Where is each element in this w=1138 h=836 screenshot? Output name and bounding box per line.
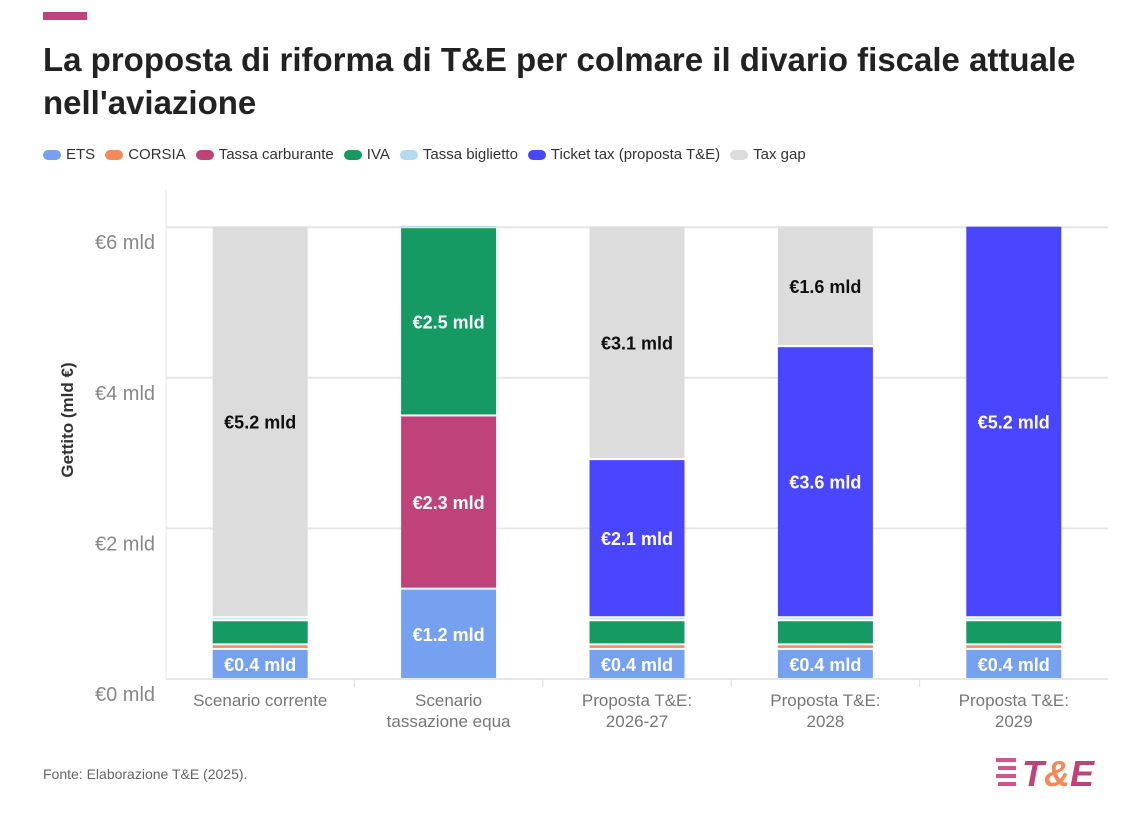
bar-segment	[212, 645, 308, 648]
x-tick-label: 2028	[806, 712, 844, 731]
bar-segment	[966, 649, 1062, 678]
legend-label: Tassa biglietto	[422, 146, 518, 163]
bar-segment	[589, 649, 685, 678]
bar-segment	[212, 618, 308, 620]
bar-segment	[966, 226, 1062, 617]
data-label: €2.3 mld	[413, 493, 485, 513]
legend-swatch	[105, 149, 124, 160]
bar-segment	[966, 618, 1062, 620]
legend-swatch	[527, 149, 546, 160]
legend-label: IVA	[366, 146, 390, 163]
source-note: Fonte: Elaborazione T&E (2025).	[43, 766, 248, 782]
bar-segment	[212, 226, 308, 617]
bar-segment	[589, 460, 685, 617]
x-tick-label: 2029	[995, 712, 1033, 731]
bar-segment	[777, 645, 873, 648]
legend-label: Tax gap	[753, 146, 806, 163]
legend-swatch	[343, 149, 362, 160]
accent-bar	[43, 12, 87, 20]
chart-title: La proposta di riforma di T&E per colmar…	[43, 41, 1076, 121]
bar-segment	[589, 621, 685, 644]
legend-label: ETS	[66, 146, 96, 163]
legend-item: Tassa biglietto	[399, 146, 518, 163]
y-tick-label: €2 mld	[95, 533, 155, 555]
bar-segment	[966, 645, 1062, 648]
bar-segment	[401, 589, 497, 678]
y-tick-label: €4 mld	[95, 383, 155, 405]
legend-item: IVA	[343, 146, 390, 163]
bar-segment	[589, 645, 685, 648]
bar-segment	[401, 416, 497, 588]
legend-item: Tax gap	[730, 146, 806, 163]
bar-segment	[777, 621, 873, 644]
x-tick-label: tassazione equa	[387, 712, 511, 731]
bar-segment	[589, 618, 685, 620]
data-label: €2.1 mld	[601, 529, 673, 549]
x-tick-label: Scenario corrente	[193, 691, 327, 710]
bar-segment	[589, 226, 685, 459]
legend-item: CORSIA	[105, 146, 186, 163]
bar-segment	[401, 225, 497, 227]
legend-label: Ticket tax (proposta T&E)	[550, 146, 721, 163]
x-tick-label: Scenario	[415, 691, 482, 710]
data-label: €2.5 mld	[413, 312, 485, 332]
data-label: €1.6 mld	[789, 277, 861, 297]
bar-segment	[212, 649, 308, 678]
x-tick-label: Proposta T&E:	[770, 691, 880, 710]
data-label: €0.4 mld	[224, 655, 296, 675]
data-label: €0.4 mld	[601, 655, 673, 675]
data-label: €1.2 mld	[413, 625, 485, 645]
data-label: €0.4 mld	[789, 655, 861, 675]
legend-item: ETS	[43, 146, 95, 163]
legend-label: CORSIA	[128, 146, 186, 163]
legend-swatch	[399, 149, 418, 160]
legend-swatch	[730, 149, 749, 160]
bar-segment	[777, 226, 873, 346]
bar-segment	[777, 618, 873, 620]
data-label: €5.2 mld	[224, 412, 296, 432]
bar-segment	[401, 228, 497, 415]
legend-swatch	[43, 149, 61, 160]
y-tick-label: €6 mld	[95, 232, 155, 254]
y-tick-label: €0 mld	[95, 684, 155, 706]
x-tick-label: Proposta T&E:	[582, 691, 692, 710]
legend-swatch	[195, 149, 214, 160]
legend-item: Tassa carburante	[195, 146, 334, 163]
bar-segment	[212, 621, 308, 644]
x-tick-label: 2026-27	[606, 712, 668, 731]
data-label: €0.4 mld	[978, 655, 1050, 675]
x-tick-label: Proposta T&E:	[959, 691, 1069, 710]
bar-segment	[777, 649, 873, 678]
legend-item: Ticket tax (proposta T&E)	[527, 146, 721, 163]
legend: ETS CORSIA Tassa carburante IVA Tassa biglie…	[43, 146, 806, 163]
y-axis-label: Gettito (mld €)	[58, 362, 77, 477]
bar-segment	[777, 347, 873, 617]
data-label: €3.1 mld	[601, 333, 673, 353]
bar-segment	[966, 621, 1062, 644]
data-label: €5.2 mld	[978, 412, 1050, 432]
data-label: €3.6 mld	[789, 473, 861, 493]
legend-label: Tassa carburante	[218, 146, 334, 163]
